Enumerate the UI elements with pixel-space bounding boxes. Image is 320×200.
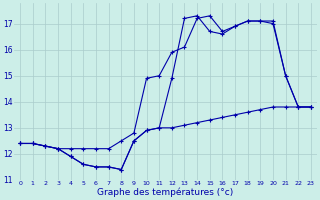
X-axis label: Graphe des températures (°c): Graphe des températures (°c) <box>97 188 234 197</box>
